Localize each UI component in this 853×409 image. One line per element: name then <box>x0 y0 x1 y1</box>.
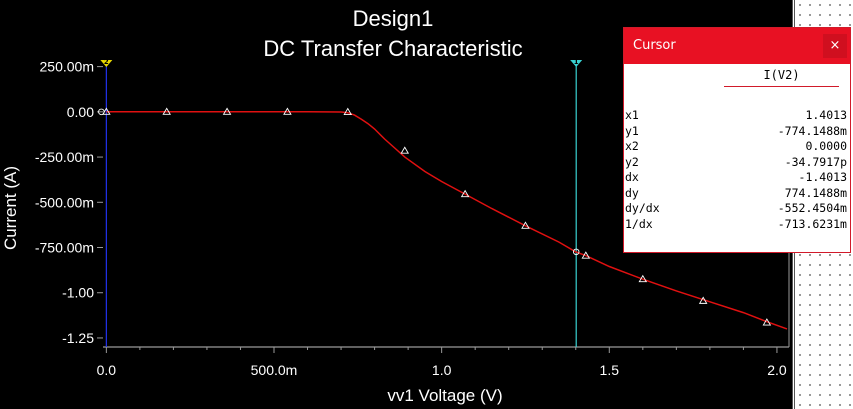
cursor-row: dx -1.4013 <box>624 170 850 186</box>
x-tick-label: 2.0 <box>767 362 787 378</box>
trace-group <box>106 111 788 330</box>
cursor-row-key: dy/dx <box>625 201 660 215</box>
x-axis-label: vv1 Voltage (V) <box>387 386 502 405</box>
data-marker <box>102 107 111 115</box>
cursor-1-point <box>572 248 580 256</box>
cursor-row: x2 0.0000 <box>624 139 850 155</box>
x-tick-label: 500.0m <box>251 362 298 378</box>
cursor-row-key: y1 <box>625 123 639 138</box>
data-marker <box>222 107 232 115</box>
x-tick-label: 0.0 <box>97 362 117 378</box>
cursor-row-key: x1 <box>625 108 639 122</box>
cursor-row: y1 -774.1488m <box>624 124 850 140</box>
data-marker <box>343 107 353 115</box>
cursor-row-key: dy <box>625 185 639 200</box>
data-marker <box>762 318 772 326</box>
cursor-row-value: -34.7917p <box>784 154 847 169</box>
tick-labels: 0.0 500.0m 1.0 1.5 2.0 250.00m 0.00 -250.00m -50… <box>35 59 787 378</box>
data-marker <box>162 107 171 115</box>
y-tick-label: -500.00m <box>35 194 94 210</box>
close-icon[interactable]: × <box>823 34 847 58</box>
y-tick-label: 0.00 <box>67 104 94 120</box>
cursor-row: dy/dx -552.4504m <box>624 201 850 217</box>
y-axis-label: Current (A) <box>1 166 20 250</box>
cursor-lines[interactable]: 12 <box>100 58 583 347</box>
cursor-row-key: x2 <box>625 139 639 153</box>
cursor-row-key: 1/dx <box>625 216 653 231</box>
cursor-readout-table: x1 1.4013 y1 -774.1488m x2 0.0000 y2 -34.791… <box>624 108 850 232</box>
cursor-2-flag[interactable] <box>100 60 113 67</box>
cursor-row-key: dx <box>625 170 639 184</box>
data-marker <box>521 221 530 229</box>
x-tick-label: 1.5 <box>600 362 620 378</box>
cursor-row-value: 1.4013 <box>805 108 847 122</box>
marker-group <box>98 107 772 326</box>
cursor-column-header: I(V2) <box>763 68 800 82</box>
cursor-2-label: 2 <box>104 58 109 66</box>
trace-i-v2 <box>106 111 788 330</box>
cursor-1-label: 1 <box>574 58 579 66</box>
y-tick-label: -1.25 <box>62 330 94 346</box>
data-marker <box>400 146 410 154</box>
cursor-row-value: 774.1488m <box>784 185 847 200</box>
cursor-column-underline <box>724 86 839 87</box>
cursor-row-value: -1.4013 <box>798 170 847 184</box>
cursor-row: 1/dx -713.6231m <box>624 217 850 233</box>
data-marker <box>638 274 648 283</box>
cursor-row-value: -552.4504m <box>777 201 847 215</box>
cursor-row: dy 774.1488m <box>624 186 850 202</box>
cursor-window-titlebar[interactable]: Cursor × <box>624 28 850 64</box>
cursor-1-flag[interactable] <box>570 60 583 67</box>
cursor-row-value: -774.1488m <box>777 123 847 138</box>
y-tick-label: -250.00m <box>35 149 94 165</box>
data-marker <box>698 296 708 304</box>
data-marker <box>460 189 470 198</box>
y-tick-label: -750.00m <box>35 240 94 256</box>
y-tick-label: -1.00 <box>62 285 94 301</box>
cursor-row-value: 0.0000 <box>805 139 847 153</box>
cursor-row-key: y2 <box>625 154 639 169</box>
cursor-window[interactable]: Cursor × I(V2) x1 1.4013 y1 -774.1488m x2 0… <box>623 27 851 253</box>
cursor-window-title: Cursor <box>633 38 676 53</box>
data-marker <box>581 251 591 259</box>
chart-subtitle: DC Transfer Characteristic <box>263 36 522 61</box>
y-tick-label: 250.00m <box>40 59 94 75</box>
cursor-row: y2 -34.7917p <box>624 155 850 171</box>
cursor-row: x1 1.4013 <box>624 108 850 124</box>
x-tick-label: 1.0 <box>432 362 452 378</box>
cursor-2-point <box>98 108 105 116</box>
data-marker <box>283 107 292 115</box>
cursor-row-value: -713.6231m <box>777 216 847 231</box>
chart-title: Design1 <box>353 6 434 31</box>
